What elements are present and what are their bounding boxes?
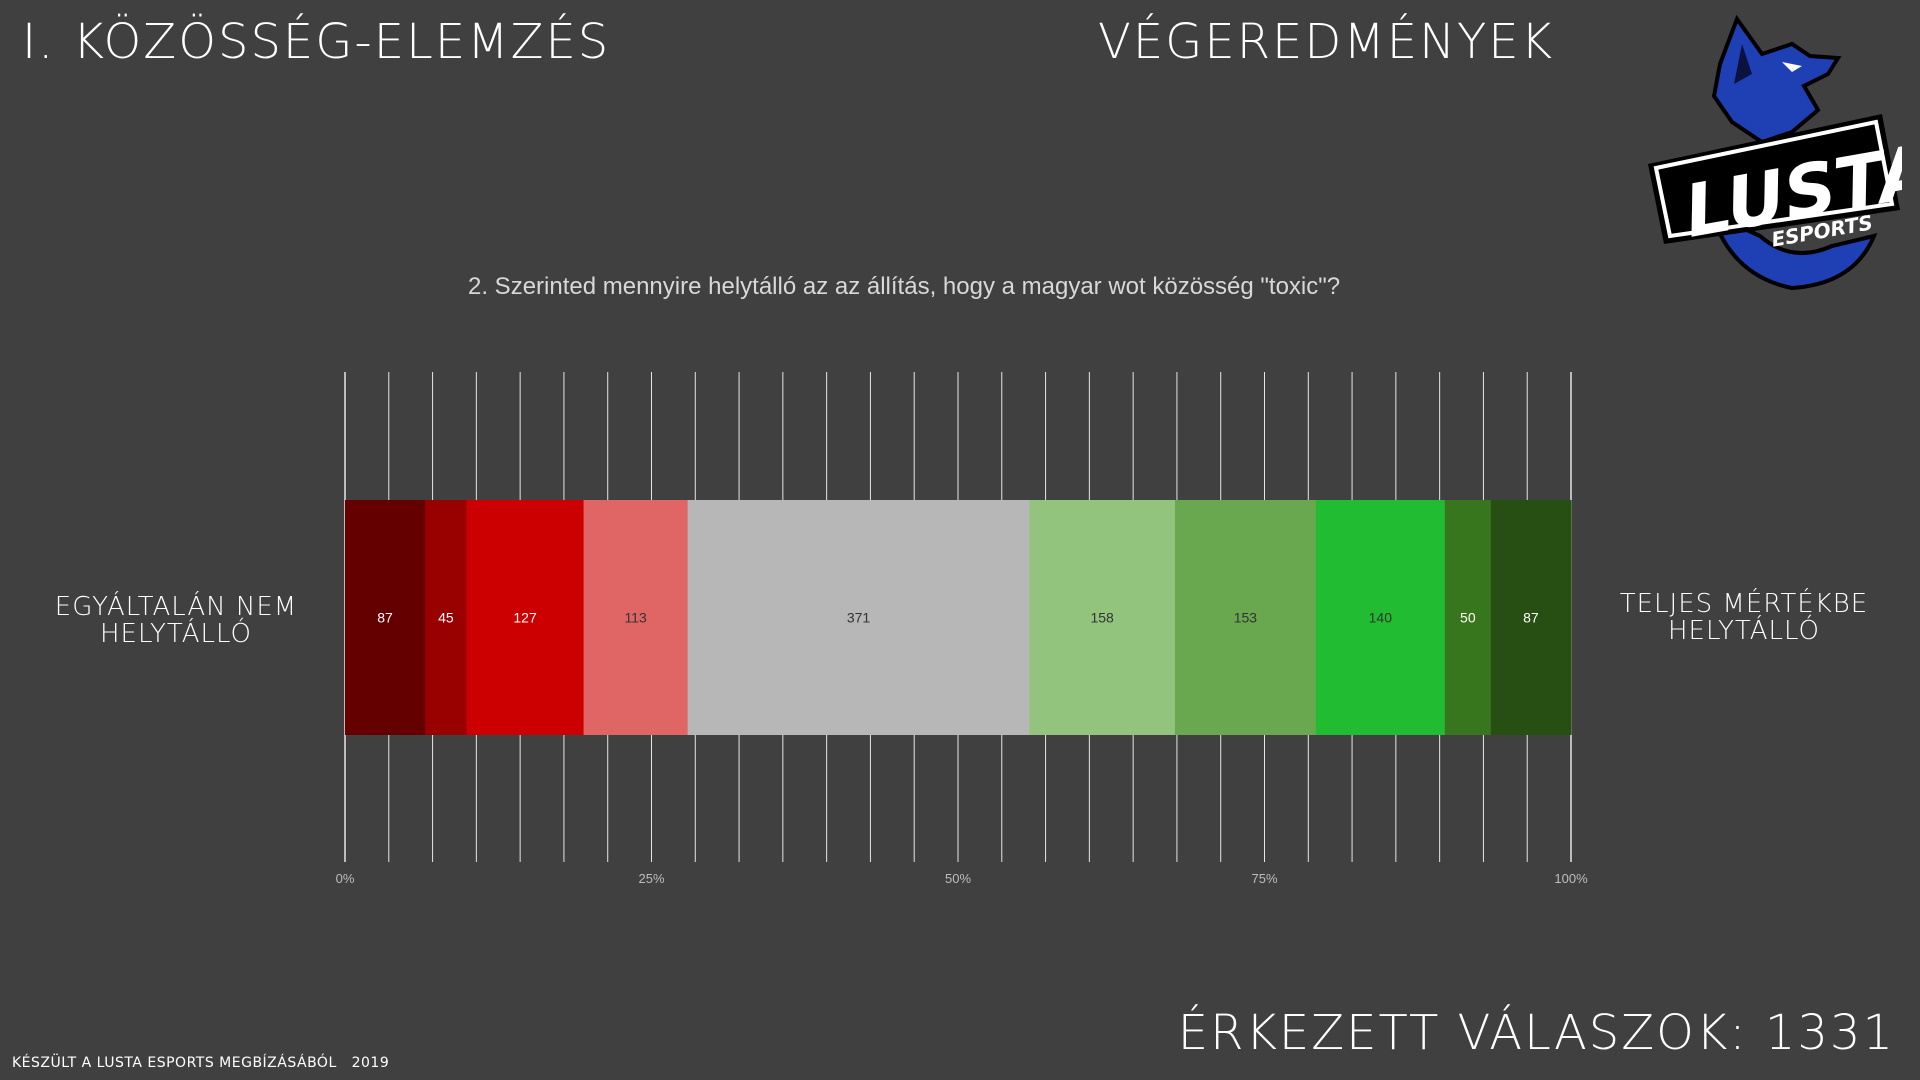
bar-segment-6 [1029,500,1176,735]
footer-credit: KÉSZÜLT A LUSTA ESPORTS MEGBÍZÁSÁBÓL 201… [12,1055,389,1071]
right-scale-label: TELJES MÉRTÉKBE HELYTÁLLÓ [1619,589,1869,646]
bar-value-label-7: 153 [1234,610,1258,626]
bar-segment-2 [425,500,468,735]
x-tick-label: 100% [1554,871,1588,886]
bar-value-label-1: 87 [377,610,393,626]
bar-value-label-6: 158 [1090,610,1114,626]
footer-credit-text: KÉSZÜLT A LUSTA ESPORTS MEGBÍZÁSÁBÓL [12,1055,337,1071]
bar-segment-8 [1315,500,1446,735]
chart-bars: 87 45 127 113 371 158 153 140 50 87 [345,500,1572,735]
bar-segment-3 [466,500,585,735]
responses-count: ÉRKEZETT VÁLASZOK: 1331 [1177,1005,1895,1061]
bar-value-label-4: 113 [624,610,647,626]
chart-x-ticks: 0% 25% 50% 75% 100% [336,871,1588,886]
left-scale-label: EGYÁLTALÁN NEM HELYTÁLLÓ [54,592,298,649]
bar-segment-7 [1174,500,1317,735]
bar-segment-5 [687,500,1030,735]
x-tick-label: 50% [945,871,971,886]
section-title: I. KÖZÖSSÉG-ELEMZÉS [22,14,611,70]
bar-segment-9 [1444,500,1492,735]
x-tick-label: 25% [638,871,664,886]
bar-value-label-3: 127 [513,610,537,626]
bar-value-label-9: 50 [1460,610,1476,626]
lusta-esports-logo: LUSTA ESPORTS [1648,14,1902,290]
bar-value-label-5: 371 [847,610,871,626]
bar-value-label-8: 140 [1369,610,1393,626]
bar-segment-10 [1490,500,1572,735]
wolf-head-icon [1711,14,1842,145]
bar-segment-4 [583,500,689,735]
results-title: VÉGEREDMÉNYEK [1098,14,1555,70]
bar-segment-1 [345,500,426,735]
bar-value-label-2: 45 [438,610,454,626]
x-tick-label: 75% [1251,871,1277,886]
chart-question: 2. Szerinted mennyire helytálló az az ál… [468,273,1341,300]
wolf-tail-icon [1708,210,1878,290]
footer-year: 2019 [351,1055,390,1071]
x-tick-label: 0% [336,871,355,886]
bar-value-label-10: 87 [1523,610,1539,626]
